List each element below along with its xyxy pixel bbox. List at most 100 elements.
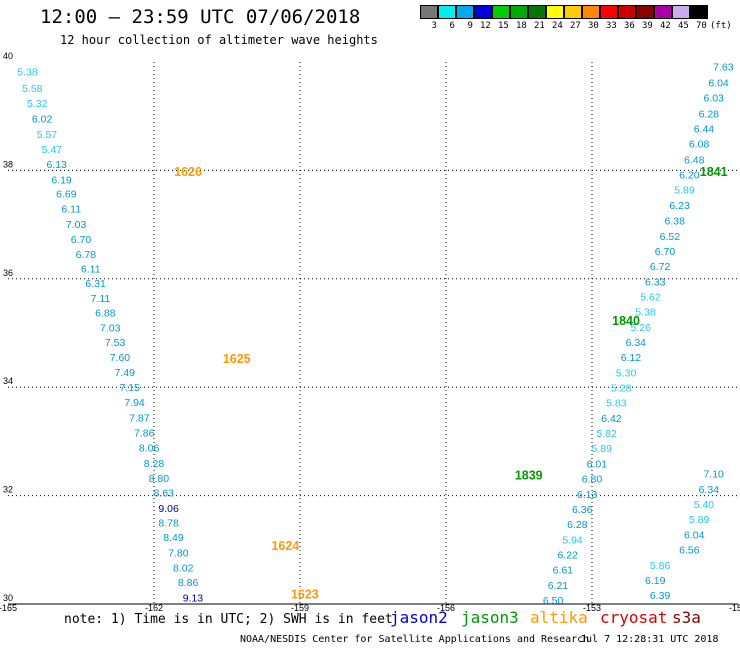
page-title: 12:00 — 23:59 UTC 07/06/2018 <box>40 6 361 28</box>
legend-label: 18 <box>516 21 527 31</box>
swh-value: 6.42 <box>601 413 622 425</box>
swh-value: 6.19 <box>51 174 72 186</box>
legend-label: 24 <box>552 21 563 31</box>
legend-label: 21 <box>534 21 545 31</box>
satellite-jason2: jason2 <box>390 608 448 627</box>
legend-label: 36 <box>624 21 635 31</box>
swh-value: 6.39 <box>650 590 671 602</box>
satellite-cryosat: cryosat <box>600 608 668 627</box>
pass-label: 1839 <box>515 468 543 482</box>
swh-value: 6.70 <box>71 234 92 246</box>
legend-label: 30 <box>588 21 599 31</box>
swh-value: 6.50 <box>543 595 564 607</box>
swh-value: 6.02 <box>32 114 53 126</box>
swh-value: 6.13 <box>577 489 598 501</box>
x-tick-label: -165 <box>0 603 17 613</box>
swh-value: 6.31 <box>85 278 106 290</box>
swh-value: 6.33 <box>645 276 666 288</box>
swh-value: 5.82 <box>596 428 617 440</box>
swh-value: 5.38 <box>17 67 38 79</box>
swh-value: 7.60 <box>110 352 131 364</box>
legend-swatch <box>546 5 564 19</box>
swh-value: 6.34 <box>626 337 647 349</box>
swh-value: 7.86 <box>134 428 155 440</box>
swh-value: 7.15 <box>119 382 140 394</box>
swh-value: 5.57 <box>37 129 58 141</box>
legend-label: 27 <box>570 21 581 31</box>
swh-value: 9.13 <box>183 592 204 604</box>
swh-value: 5.89 <box>592 443 613 455</box>
swh-value: 6.03 <box>703 93 724 105</box>
swh-value: 6.52 <box>660 231 681 243</box>
legend-swatch <box>492 5 510 19</box>
x-tick-label: -150 <box>729 603 740 613</box>
legend-swatch <box>510 5 528 19</box>
swh-value: 5.58 <box>22 83 43 95</box>
swh-value: 7.80 <box>168 547 189 559</box>
swh-value: 6.04 <box>684 529 705 541</box>
legend-label: 39 <box>642 21 653 31</box>
y-tick-label: 30 <box>3 593 13 603</box>
swh-value: 5.62 <box>640 291 661 303</box>
swh-value: 6.70 <box>655 246 676 258</box>
credit-text: NOAA/NESDIS Center for Satellite Applica… <box>240 634 590 645</box>
swh-value: 6.20 <box>679 170 700 182</box>
legend-label: 12 <box>480 21 491 31</box>
y-tick-label: 34 <box>3 376 13 386</box>
swh-value: 6.56 <box>679 545 700 557</box>
swh-value: 6.38 <box>665 216 686 228</box>
legend-swatch <box>456 5 474 19</box>
swh-value: 8.49 <box>163 532 184 544</box>
swh-value: 6.19 <box>645 575 666 587</box>
swh-value: 6.08 <box>689 139 710 151</box>
legend-swatch <box>690 5 708 19</box>
swh-value: 7.03 <box>100 322 121 334</box>
legend-swatch <box>636 5 654 19</box>
swh-value: 8.86 <box>178 577 199 589</box>
timestamp-text: Jul 7 12:28:31 UTC 2018 <box>580 634 719 645</box>
swh-value: 6.28 <box>567 519 588 531</box>
swh-value: 7.10 <box>703 469 724 481</box>
swh-value: 6.72 <box>650 261 671 273</box>
swh-value: 8.78 <box>158 517 179 529</box>
swh-value: 6.88 <box>95 308 116 320</box>
legend-label: 9 <box>467 21 473 31</box>
swh-value: 5.47 <box>42 144 63 156</box>
swh-value: 8.80 <box>149 473 170 485</box>
legend-label: 33 <box>606 21 617 31</box>
swh-value: 5.30 <box>616 367 637 379</box>
y-tick-label: 40 <box>3 51 13 61</box>
swh-value: 6.80 <box>582 474 603 486</box>
y-tick-label: 32 <box>3 485 13 495</box>
satellite-altika: altika <box>530 608 588 627</box>
legend-swatch <box>438 5 456 19</box>
swh-value: 6.11 <box>61 204 81 216</box>
swh-value: 8.63 <box>154 488 175 500</box>
swh-value: 8.06 <box>139 443 160 455</box>
swh-value: 6.23 <box>669 200 690 212</box>
swh-value: 6.04 <box>708 77 729 89</box>
swh-value: 9.06 <box>158 503 179 515</box>
swh-value: 5.89 <box>689 514 710 526</box>
legend-label: 70 <box>696 21 707 31</box>
swh-value: 5.83 <box>606 398 627 410</box>
swh-value: 6.34 <box>699 484 720 496</box>
legend-label: 15 <box>498 21 509 31</box>
satellite-jason3: jason3 <box>461 608 519 627</box>
legend-unit: (ft) <box>710 21 732 31</box>
legend-swatch <box>582 5 600 19</box>
legend-swatch <box>420 5 438 19</box>
legend-swatch <box>564 5 582 19</box>
swh-value: 6.11 <box>81 263 101 275</box>
pass-label: 1626 <box>174 165 202 179</box>
legend-label: 6 <box>449 21 455 31</box>
swh-value: 7.03 <box>66 219 87 231</box>
swh-value: 7.63 <box>713 62 734 74</box>
swh-value: 7.49 <box>115 367 136 379</box>
swh-value: 5.26 <box>630 322 651 334</box>
swh-value: 7.53 <box>105 337 126 349</box>
swh-value: 8.02 <box>173 562 194 574</box>
swh-value: 6.61 <box>553 565 574 577</box>
legend-label: 45 <box>678 21 689 31</box>
legend-label: 42 <box>660 21 671 31</box>
